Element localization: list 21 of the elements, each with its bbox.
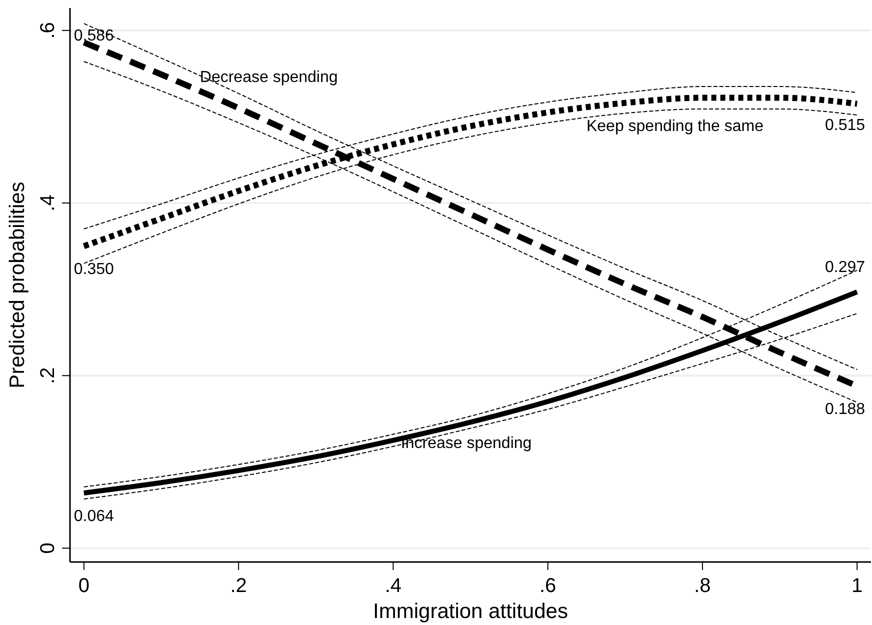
x-tick-label: .8 — [694, 575, 711, 597]
data-label: 0.586 — [74, 28, 114, 45]
y-tick-label: 0 — [37, 542, 59, 554]
y-tick-label: .6 — [37, 22, 59, 39]
data-label: 0.350 — [74, 261, 114, 278]
series-label: Decrease spending — [200, 69, 338, 86]
x-tick-label: .2 — [230, 575, 247, 597]
data-label: 0.515 — [825, 116, 866, 134]
x-axis-title: Immigration attitudes — [373, 600, 568, 623]
x-tick-label: 0 — [78, 575, 90, 597]
y-tick-label: .4 — [37, 194, 59, 212]
data-label: 0.188 — [825, 400, 866, 418]
x-tick-label: 1 — [852, 575, 863, 597]
series-label: Increase spending — [400, 435, 532, 452]
x-tick-label: .6 — [539, 575, 556, 597]
data-label: 0.297 — [825, 258, 866, 276]
y-axis-title: Predicted probabilities — [6, 182, 29, 388]
data-label: 0.064 — [74, 508, 114, 525]
series-label: Keep spending the same — [586, 118, 764, 135]
x-tick-label: .4 — [384, 575, 402, 597]
y-tick-label: .2 — [37, 367, 59, 384]
